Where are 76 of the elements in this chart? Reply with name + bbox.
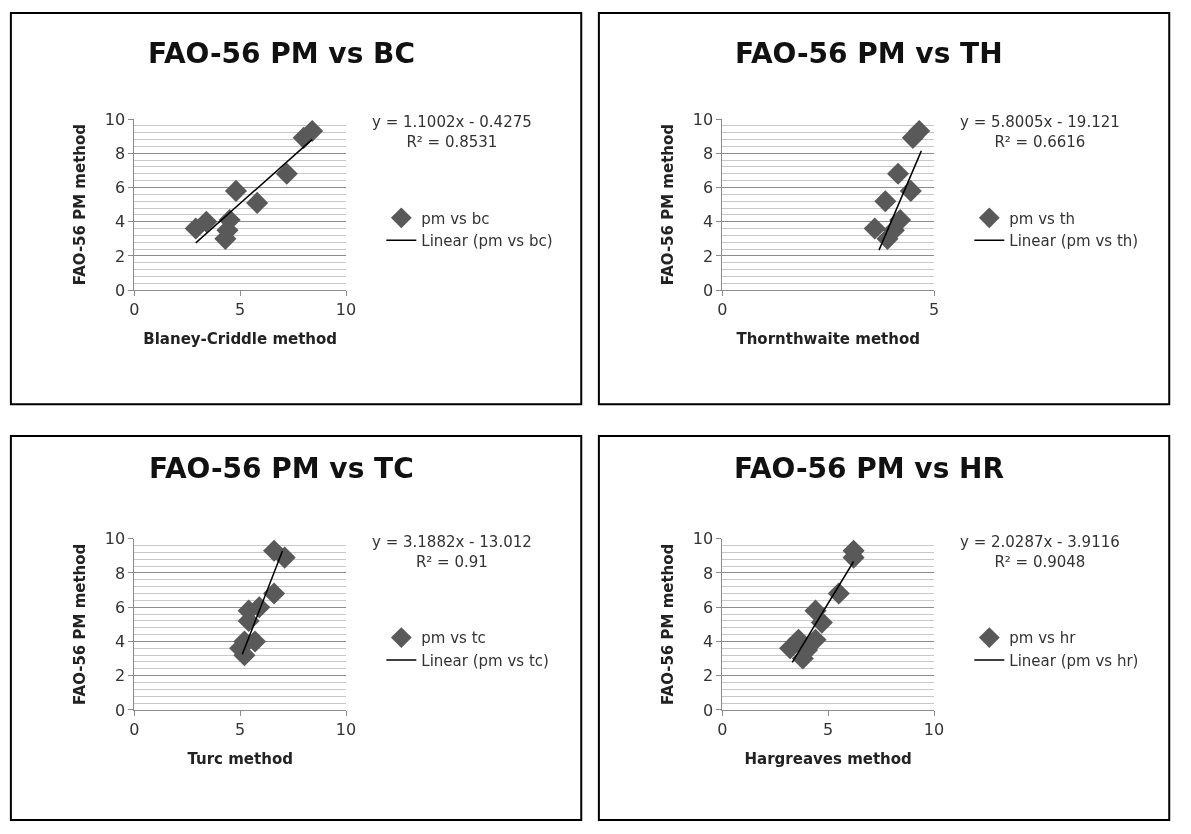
y-axis-title: FAO-56 PM method [659,123,678,286]
y-tick-label: 10 [692,109,714,129]
legend-label: pm vs tc [421,629,486,648]
y-tick-label: 0 [114,700,126,720]
point [887,162,910,185]
x-tick-label: 0 [129,720,140,740]
y-tick-label: 10 [692,529,714,549]
text: y = 1.1002x - 0.4275 [372,113,532,131]
text: y = 3.1882x - 13.012 [372,533,532,551]
x-tick-label: 0 [717,300,728,320]
x-tick-label: 10 [923,720,945,740]
y-tick-label: 4 [114,212,126,232]
text: y = 2.0287x - 3.9116 [960,533,1120,551]
x-axis-title: Thornthwaite method [736,330,920,349]
point [874,190,897,213]
x-tick-label: 5 [235,720,246,740]
x-tick-label: 0 [129,300,140,320]
y-tick-label: 0 [702,280,714,300]
y-tick-label: 4 [702,212,714,232]
y-tick-label: 2 [114,246,126,266]
x-tick-label: 0 [717,720,728,740]
y-tick-label: 0 [114,280,126,300]
legend-label: pm vs th [1009,209,1076,228]
y-axis-title: FAO-56 PM method [659,543,678,705]
x-axis-title: Hargreaves method [744,750,912,769]
y-tick-label: 6 [702,178,714,198]
point [275,162,298,185]
x-axis-title: Turc method [187,750,293,769]
chart-title: FAO-56 PM vs TC [149,452,414,485]
text: R² = 0.6616 [994,132,1086,151]
chart-title: FAO-56 PM vs BC [148,37,415,70]
point [804,628,827,651]
point [195,210,218,233]
y-tick-label: 10 [104,529,126,549]
point [301,119,324,143]
point [273,546,296,569]
text: y = 5.8005x - 19.121 [960,113,1120,131]
y-tick-label: 4 [114,632,126,652]
y-tick-label: 6 [702,597,714,617]
legend-label: pm vs hr [1009,629,1077,648]
point [246,191,269,214]
y-tick-label: 8 [702,143,714,163]
y-tick-label: 2 [114,666,126,686]
legend-label: Linear (pm vs bc) [421,232,553,251]
y-tick-label: 8 [114,143,126,163]
point [899,179,922,202]
y-tick-label: 6 [114,597,126,617]
legend-label: Linear (pm vs th) [1009,232,1139,251]
point [889,208,912,232]
chart-title: FAO-56 PM vs TH [735,37,1003,70]
text: R² = 0.9048 [994,552,1086,571]
point [863,217,886,240]
y-tick-label: 4 [702,632,714,652]
chart-title: FAO-56 PM vs HR [734,452,1005,485]
text: R² = 0.91 [415,552,488,571]
legend-label: Linear (pm vs tc) [421,651,549,670]
y-tick-label: 0 [702,700,714,720]
x-tick-label: 10 [335,720,357,740]
x-tick-label: 5 [235,300,246,320]
y-tick-label: 8 [702,563,714,583]
y-tick-label: 2 [702,246,714,266]
x-axis-title: Blaney-Criddle method [143,330,338,349]
y-tick-label: 2 [702,666,714,686]
point [224,179,248,202]
x-tick-label: 5 [928,300,940,320]
text: R² = 0.8531 [406,132,498,151]
legend-label: pm vs bc [421,209,490,228]
point [263,582,286,605]
x-tick-label: 10 [335,300,357,320]
y-axis-title: FAO-56 PM method [71,543,90,705]
x-tick-label: 5 [823,720,834,740]
y-tick-label: 8 [114,563,126,583]
legend-label: Linear (pm vs hr) [1009,651,1139,670]
y-tick-label: 10 [104,109,126,129]
y-tick-label: 6 [114,178,126,198]
y-axis-title: FAO-56 PM method [71,123,90,286]
